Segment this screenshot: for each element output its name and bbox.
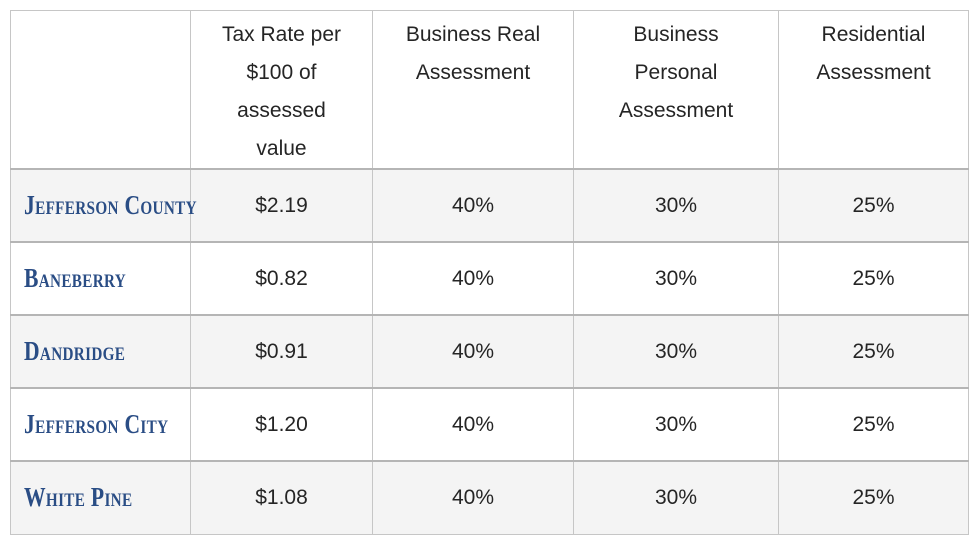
business-real-cell: 40% <box>372 241 574 316</box>
table-row: White Pine $1.08 40% 30% 25% <box>10 460 969 535</box>
residential-cell: 25% <box>778 314 969 389</box>
table-row: Jefferson County $2.19 40% 30% 25% <box>10 168 969 243</box>
column-header-municipality <box>10 10 191 170</box>
business-real-cell: 40% <box>372 168 574 243</box>
tax-rate-cell: $1.08 <box>190 460 373 535</box>
tax-rate-table-container: Tax Rate per $100 of assessed value Busi… <box>10 10 969 535</box>
business-personal-cell: 30% <box>573 168 779 243</box>
business-real-cell: 40% <box>372 460 574 535</box>
tax-rate-table: Tax Rate per $100 of assessed value Busi… <box>10 10 969 535</box>
table-body: Jefferson County $2.19 40% 30% 25% Baneb… <box>10 168 969 535</box>
residential-cell: 25% <box>778 460 969 535</box>
column-header-business-real: Business Real Assessment <box>372 10 574 170</box>
municipality-name-cell[interactable]: Baneberry <box>10 241 191 316</box>
column-header-business-personal: Business Personal Assessment <box>573 10 779 170</box>
residential-cell: 25% <box>778 387 969 462</box>
municipality-name-cell[interactable]: Dandridge <box>10 314 191 389</box>
business-personal-cell: 30% <box>573 314 779 389</box>
municipality-name[interactable]: Jefferson City <box>24 409 169 439</box>
tax-rate-cell: $0.91 <box>190 314 373 389</box>
municipality-name-cell[interactable]: Jefferson County <box>10 168 197 243</box>
column-header-residential: Residential Assessment <box>778 10 969 170</box>
municipality-name[interactable]: Baneberry <box>24 263 127 293</box>
table-row: Dandridge $0.91 40% 30% 25% <box>10 314 969 389</box>
tax-rate-cell: $2.19 <box>190 168 373 243</box>
residential-cell: 25% <box>778 168 969 243</box>
business-personal-cell: 30% <box>573 241 779 316</box>
municipality-name-cell[interactable]: Jefferson City <box>10 387 191 462</box>
residential-cell: 25% <box>778 241 969 316</box>
municipality-name[interactable]: Jefferson County <box>24 190 197 220</box>
municipality-name-cell[interactable]: White Pine <box>10 460 191 535</box>
business-real-cell: 40% <box>372 314 574 389</box>
table-header: Tax Rate per $100 of assessed value Busi… <box>10 10 969 170</box>
tax-rate-cell: $1.20 <box>190 387 373 462</box>
municipality-name[interactable]: Dandridge <box>24 336 126 366</box>
table-row: Baneberry $0.82 40% 30% 25% <box>10 241 969 316</box>
municipality-name[interactable]: White Pine <box>24 482 133 513</box>
table-row: Jefferson City $1.20 40% 30% 25% <box>10 387 969 462</box>
header-row: Tax Rate per $100 of assessed value Busi… <box>10 10 969 170</box>
business-personal-cell: 30% <box>573 387 779 462</box>
business-real-cell: 40% <box>372 387 574 462</box>
column-header-tax-rate: Tax Rate per $100 of assessed value <box>190 10 373 170</box>
tax-rate-cell: $0.82 <box>190 241 373 316</box>
business-personal-cell: 30% <box>573 460 779 535</box>
